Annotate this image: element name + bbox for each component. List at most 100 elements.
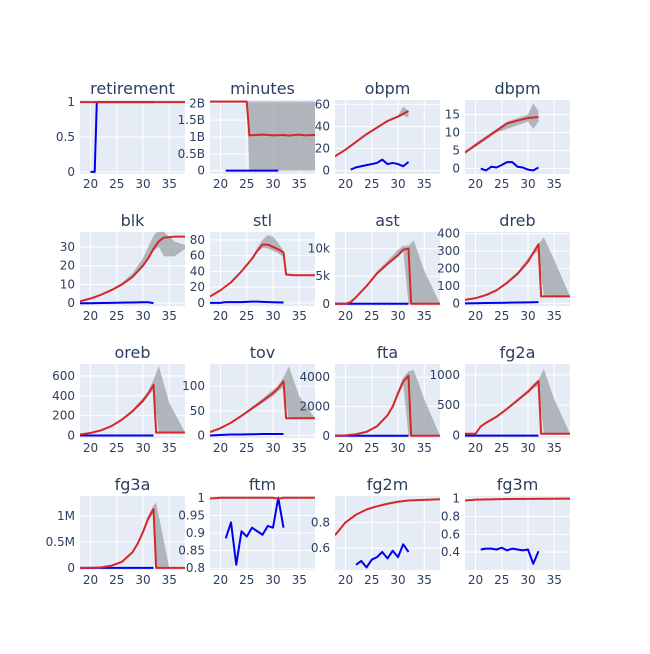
- x-tick-label: 20: [338, 177, 353, 191]
- observed-line: [224, 496, 285, 566]
- subplot-title: obpm: [365, 79, 411, 98]
- observed-line: [480, 546, 540, 565]
- y-tick-label: 0.5M: [46, 535, 75, 549]
- mean-line: [210, 380, 315, 434]
- uncertainty-band: [465, 103, 539, 155]
- x-tick-label: 35: [162, 177, 177, 191]
- x-tick-label: 35: [547, 441, 562, 455]
- y-tick-label: 0: [67, 165, 75, 179]
- plot-area: [335, 100, 440, 174]
- subplot-title: fg2m: [367, 475, 409, 494]
- plot-content: [465, 497, 570, 565]
- x-tick-label: 30: [265, 573, 280, 587]
- uncertainty-band: [335, 369, 440, 436]
- x-tick-label: 25: [239, 309, 254, 323]
- y-tick-label: 0: [452, 162, 460, 176]
- y-tick-label: 0: [67, 429, 75, 443]
- plot-content: [80, 101, 185, 173]
- plot-content: [210, 235, 315, 304]
- y-tick-label: 10k: [308, 242, 330, 256]
- mean-line: [465, 497, 570, 502]
- subplot-title: fta: [377, 343, 398, 362]
- plot-content: [210, 366, 315, 437]
- x-tick-label: 35: [162, 441, 177, 455]
- y-tick-label: 1: [197, 491, 205, 505]
- y-tick-label: 60: [315, 97, 330, 111]
- y-tick-label: 100: [437, 279, 460, 293]
- y-tick-label: 20: [60, 259, 75, 273]
- y-tick-label: 30: [60, 240, 75, 254]
- x-tick-label: 20: [83, 309, 98, 323]
- y-tick-label: 200: [437, 262, 460, 276]
- x-tick-label: 30: [135, 177, 150, 191]
- subplot-blk: 20 25 30 35 0 10 20 30 blk: [60, 211, 185, 323]
- subplot-obpm: 20 25 30 35 0 20 40 60 obpm: [315, 79, 440, 191]
- x-tick-label: 20: [213, 177, 228, 191]
- x-tick-label: 30: [135, 441, 150, 455]
- mean-line: [210, 100, 315, 137]
- y-tick-label: 15: [445, 107, 460, 121]
- y-tick-label: 0: [197, 429, 205, 443]
- x-tick-label: 25: [494, 309, 509, 323]
- x-tick-label: 30: [520, 309, 535, 323]
- y-tick-label: 0.85: [178, 544, 205, 558]
- y-tick-label: 500: [437, 398, 460, 412]
- mean-line: [335, 110, 409, 158]
- mean-line: [80, 235, 185, 303]
- uncertainty-band: [465, 237, 570, 300]
- y-tick-label: 0.5B: [178, 147, 205, 161]
- x-tick-label: 30: [135, 309, 150, 323]
- plot-content: [80, 502, 185, 569]
- y-tick-label: 20: [190, 280, 205, 294]
- x-tick-label: 30: [390, 441, 405, 455]
- x-tick-label: 35: [547, 573, 562, 587]
- y-tick-label: 0: [67, 296, 75, 310]
- y-tick-label: 0: [67, 561, 75, 575]
- x-tick-label: 25: [239, 177, 254, 191]
- plot-content: [465, 103, 539, 172]
- x-tick-label: 20: [83, 573, 98, 587]
- subplot-oreb: 20 25 30 35 0 200 400 600 oreb: [52, 343, 185, 455]
- subplot-title: dreb: [499, 211, 535, 230]
- subplot-minutes: 20 25 30 35 0 0.5B 1B 1.5B 2B minutes: [178, 79, 315, 191]
- plot-content: [210, 496, 315, 566]
- subplot-ast: 20 25 30 35 0 5k 10k ast: [308, 211, 440, 323]
- y-tick-label: 0: [452, 296, 460, 310]
- y-tick-label: 0.8: [441, 510, 460, 524]
- y-tick-label: 2B: [189, 96, 205, 110]
- subplot-title: ast: [375, 211, 399, 230]
- uncertainty-band: [335, 240, 440, 304]
- plot-area: [465, 100, 570, 174]
- subplot-title: fg3a: [115, 475, 151, 494]
- mean-line: [335, 247, 440, 305]
- y-tick-label: 1: [67, 95, 75, 109]
- x-tick-label: 25: [109, 177, 124, 191]
- subplot-dreb: 20 25 30 35 0 100 200 300 400 dreb: [437, 211, 570, 323]
- uncertainty-band: [335, 106, 409, 157]
- x-tick-label: 25: [494, 573, 509, 587]
- x-tick-label: 25: [109, 441, 124, 455]
- y-tick-label: 10: [445, 125, 460, 139]
- y-tick-label: 1B: [189, 130, 205, 144]
- observed-line: [210, 300, 284, 304]
- subplot-title: blk: [121, 211, 146, 230]
- y-tick-label: 40: [190, 264, 205, 278]
- x-tick-label: 25: [364, 573, 379, 587]
- x-tick-label: 20: [468, 309, 483, 323]
- y-tick-label: 0: [322, 429, 330, 443]
- y-tick-label: 10: [60, 277, 75, 291]
- y-tick-label: 80: [190, 233, 205, 247]
- subplot-title: minutes: [230, 79, 295, 98]
- y-tick-label: 1.5B: [178, 113, 205, 127]
- x-tick-label: 20: [213, 441, 228, 455]
- subplot-title: dbpm: [494, 79, 540, 98]
- y-tick-label: 0: [322, 164, 330, 178]
- x-tick-label: 25: [109, 573, 124, 587]
- y-tick-label: 4000: [299, 370, 330, 384]
- plot-content: [80, 232, 185, 305]
- y-tick-label: 0.4: [441, 545, 460, 559]
- plot-content: [210, 100, 315, 172]
- y-tick-label: 300: [437, 244, 460, 258]
- subplot-title: tov: [250, 343, 276, 362]
